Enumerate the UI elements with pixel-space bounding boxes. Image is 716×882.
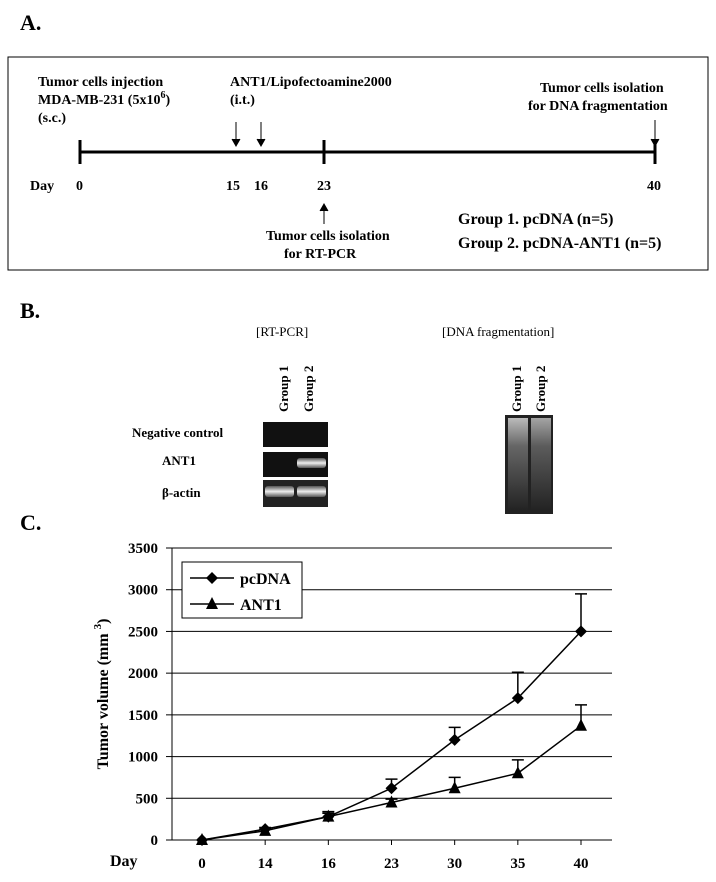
gel-title: [DNA fragmentation] bbox=[442, 324, 554, 339]
line bbox=[201, 630, 582, 841]
row-label: Negative control bbox=[132, 425, 223, 440]
day-label: 0 bbox=[76, 179, 83, 194]
annotation: ANT1/Lipofectoamine2000 bbox=[230, 75, 392, 90]
row-label: β-actin bbox=[162, 485, 201, 500]
lane-label: Group 2 bbox=[301, 366, 316, 412]
y-tick-label: 3000 bbox=[128, 583, 158, 599]
y-tick-label: 0 bbox=[151, 833, 159, 849]
group-label: Group 2. pcDNA-ANT1 (n=5) bbox=[458, 235, 662, 252]
marker bbox=[575, 718, 587, 731]
panel-label: C. bbox=[20, 510, 41, 535]
annotation: (i.t.) bbox=[230, 93, 255, 108]
annotation: MDA-MB-231 (5x106) bbox=[38, 90, 170, 108]
y-axis-label-part: Tumor volume (mm bbox=[95, 633, 112, 770]
marker bbox=[385, 782, 398, 795]
marker bbox=[196, 833, 208, 845]
annotation: Tumor cells isolation bbox=[540, 81, 664, 96]
x-tick-label: 0 bbox=[198, 856, 206, 872]
y-axis-label: Tumor volume (mm 3) bbox=[92, 619, 112, 770]
gel-rt bbox=[263, 422, 328, 507]
panel-label: A. bbox=[20, 10, 41, 35]
x-tick-label: 14 bbox=[258, 856, 274, 872]
marker bbox=[575, 625, 587, 638]
legend-label: ANT1 bbox=[240, 597, 282, 614]
annotation: Tumor cells isolation bbox=[266, 229, 390, 244]
gel-dna bbox=[505, 415, 553, 514]
error-bar bbox=[575, 593, 587, 632]
marker bbox=[322, 809, 335, 822]
day-label: 16 bbox=[254, 179, 268, 194]
lane-label: Group 1 bbox=[509, 366, 524, 412]
day-label: 23 bbox=[317, 179, 331, 194]
lane-label: Group 2 bbox=[533, 366, 548, 412]
x-tick-label: 35 bbox=[510, 856, 525, 872]
annotation: for RT-PCR bbox=[284, 247, 357, 262]
marker bbox=[448, 781, 461, 794]
panel-label: B. bbox=[20, 298, 40, 323]
y-tick-label: 2500 bbox=[128, 624, 158, 640]
x-tick-label: 16 bbox=[321, 856, 337, 872]
annotation: for DNA fragmentation bbox=[528, 99, 668, 114]
marker bbox=[206, 572, 218, 584]
marker bbox=[448, 733, 461, 746]
y-axis-label-part: ) bbox=[95, 619, 112, 624]
annotation: Tumor cells injection bbox=[38, 75, 163, 90]
x-tick-label: 30 bbox=[447, 856, 462, 872]
marker bbox=[511, 692, 524, 705]
legend-box bbox=[181, 561, 303, 619]
group-label: Group 1. pcDNA (n=5) bbox=[458, 211, 614, 228]
gel-title: [RT-PCR] bbox=[256, 324, 308, 339]
y-tick-label: 1500 bbox=[128, 708, 158, 724]
lane-label: Group 1 bbox=[276, 366, 291, 412]
timeline bbox=[78, 120, 660, 224]
y-tick-label: 1000 bbox=[128, 750, 158, 766]
y-tick-label: 3500 bbox=[128, 541, 158, 557]
annotation: (s.c.) bbox=[38, 111, 66, 126]
day-label: 40 bbox=[647, 179, 661, 194]
panel-frame bbox=[7, 56, 709, 271]
day-label: 15 bbox=[226, 179, 240, 194]
marker bbox=[511, 766, 524, 779]
marker bbox=[206, 597, 218, 609]
y-tick-label: 2000 bbox=[128, 666, 158, 682]
x-tick-label: 23 bbox=[384, 856, 399, 872]
y-tick-label: 500 bbox=[136, 791, 159, 807]
marker bbox=[259, 823, 272, 836]
marker bbox=[385, 795, 398, 808]
y-axis-label-part: 3 bbox=[92, 623, 104, 629]
x-axis-label: Day bbox=[110, 853, 138, 870]
legend-label: pcDNA bbox=[240, 571, 291, 588]
axis-label: Day bbox=[30, 179, 54, 194]
row-label: ANT1 bbox=[162, 453, 196, 468]
x-tick-label: 40 bbox=[574, 856, 589, 872]
